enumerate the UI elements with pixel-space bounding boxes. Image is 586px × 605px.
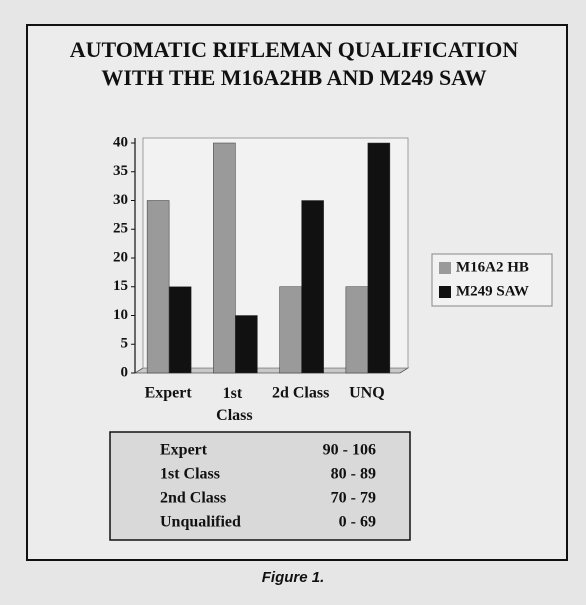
table-cell: 0 - 69 — [339, 514, 376, 531]
bar — [235, 315, 258, 374]
bar — [345, 286, 369, 374]
legend-label: M16A2 HB — [456, 259, 529, 275]
y-tick-label: 15 — [113, 278, 128, 294]
bar — [168, 286, 192, 374]
y-tick-label: 35 — [113, 163, 128, 179]
table-cell: 1st Class — [160, 466, 220, 483]
caption: Figure 1. — [262, 569, 325, 586]
legend-box — [431, 253, 553, 307]
bar — [367, 142, 391, 374]
chart-title: WITH THE M16A2HB AND M249 SAW — [101, 65, 486, 90]
table-box — [109, 431, 411, 541]
y-tick-label: 25 — [113, 221, 128, 237]
legend-swatch — [439, 262, 451, 274]
chart-title: AUTOMATIC RIFLEMAN QUALIFICATION — [70, 37, 519, 62]
y-tick-label: 30 — [113, 192, 128, 208]
y-tick-label: 10 — [113, 307, 128, 323]
bar — [279, 286, 302, 374]
table-cell: Expert — [160, 442, 208, 459]
y-tick-label: 40 — [113, 134, 128, 150]
legend-swatch — [439, 286, 451, 298]
table-cell: 80 - 89 — [331, 466, 376, 483]
y-tick-label: 0 — [121, 364, 129, 380]
table-cell: 90 - 106 — [323, 442, 376, 459]
table-cell: Unqualified — [160, 514, 241, 531]
table-cell: 70 - 79 — [331, 490, 376, 507]
x-tick-label: 2d Class — [272, 385, 329, 402]
bar — [301, 200, 324, 374]
x-tick-label: Expert — [145, 385, 193, 402]
x-tick-label: UNQ — [349, 385, 385, 402]
legend-label: M249 SAW — [456, 283, 529, 299]
table-cell: 2nd Class — [160, 490, 226, 507]
y-tick-label: 20 — [113, 249, 128, 265]
y-tick-label: 5 — [121, 336, 129, 352]
bar — [146, 200, 170, 374]
bar — [213, 142, 236, 374]
x-tick-label: 1st Class — [216, 385, 252, 424]
